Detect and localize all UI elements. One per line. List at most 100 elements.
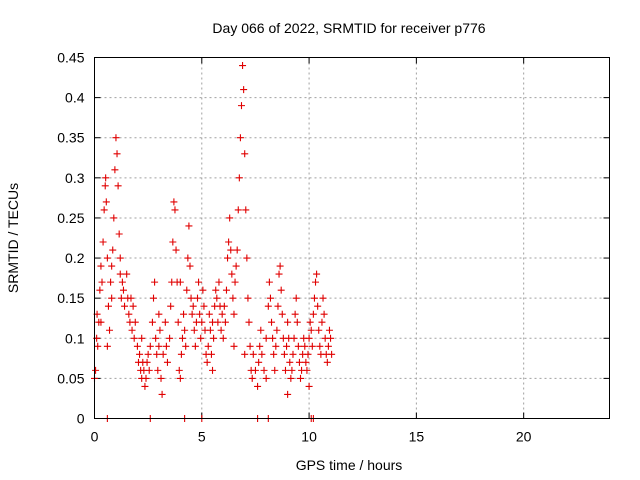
data-point: [225, 238, 233, 246]
data-point: [107, 278, 115, 286]
data-point: [287, 374, 295, 382]
data-point: [268, 318, 276, 326]
data-point: [313, 270, 321, 278]
data-point: [218, 310, 226, 318]
data-point: [305, 382, 313, 390]
data-point: [161, 318, 169, 326]
data-point: [291, 310, 299, 318]
data-point: [200, 302, 208, 310]
data-point: [276, 262, 284, 270]
data-point: [254, 382, 262, 390]
data-point: [152, 334, 160, 342]
data-point: [154, 366, 162, 374]
data-point: [210, 334, 218, 342]
data-point: [129, 302, 137, 310]
x-tick-label: 5: [198, 429, 206, 445]
data-point: [158, 390, 166, 398]
data-point: [222, 286, 230, 294]
data-point: [237, 102, 245, 110]
y-tick-label: 0.2: [65, 250, 85, 266]
chart-title: Day 066 of 2022, SRMTID for receiver p77…: [212, 20, 485, 36]
data-point: [266, 294, 274, 302]
data-point: [181, 326, 189, 334]
data-point: [286, 358, 294, 366]
data-point: [278, 310, 286, 318]
data-point: [176, 278, 184, 286]
data-point: [146, 342, 154, 350]
data-point: [301, 342, 309, 350]
data-point: [133, 342, 141, 350]
data-point: [141, 382, 149, 390]
data-point: [243, 254, 251, 262]
data-point: [328, 350, 336, 358]
data-point: [325, 326, 333, 334]
y-tick-label: 0.4: [65, 90, 85, 106]
data-point: [224, 254, 232, 262]
data-point: [170, 198, 178, 206]
data-point: [284, 318, 292, 326]
data-point: [304, 350, 312, 358]
data-point: [233, 246, 241, 254]
data-point: [320, 310, 328, 318]
data-point: [249, 350, 257, 358]
data-point: [306, 318, 314, 326]
data-point: [240, 86, 248, 94]
data-point: [303, 366, 311, 374]
x-tick-label: 0: [91, 429, 99, 445]
data-point: [305, 334, 313, 342]
data-point: [182, 342, 190, 350]
data-point: [232, 262, 240, 270]
data-point: [116, 254, 124, 262]
data-point: [316, 342, 324, 350]
data-point: [264, 302, 272, 310]
data-point: [209, 366, 217, 374]
data-point: [245, 318, 253, 326]
data-point: [275, 270, 283, 278]
tick-layer: 0 0.05 0.1 0.15 0.2 0.25 0.3 0.35 0.4 0.45 0 5 10 15 2…: [57, 50, 610, 445]
data-point: [177, 350, 185, 358]
data-point: [229, 294, 237, 302]
data-point: [288, 366, 296, 374]
data-point: [127, 294, 135, 302]
data-point: [148, 318, 156, 326]
data-point: [318, 318, 326, 326]
data-point: [169, 238, 177, 246]
y-tick-label: 0.45: [57, 50, 84, 66]
data-point: [220, 302, 228, 310]
data-point: [183, 286, 191, 294]
data-point: [256, 342, 264, 350]
data-point: [163, 358, 171, 366]
data-point: [145, 366, 153, 374]
data-point: [130, 334, 138, 342]
data-point: [155, 310, 163, 318]
data-point: [258, 350, 266, 358]
data-point: [274, 302, 282, 310]
data-point: [327, 334, 335, 342]
data-point: [191, 342, 199, 350]
data-point: [150, 294, 158, 302]
data-point: [196, 310, 204, 318]
y-tick-label: 0.15: [57, 290, 84, 306]
data-point: [230, 310, 238, 318]
data-point: [302, 358, 310, 366]
data-point: [153, 350, 161, 358]
data-point: [310, 294, 318, 302]
data-point: [157, 374, 165, 382]
x-tick-label: 10: [301, 429, 317, 445]
data-point: [175, 366, 183, 374]
data-point: [98, 278, 106, 286]
data-point: [102, 174, 110, 182]
data-point: [190, 326, 198, 334]
data-point: [319, 294, 327, 302]
data-point: [230, 342, 238, 350]
data-point: [217, 326, 225, 334]
data-point: [113, 150, 121, 158]
data-point: [251, 366, 259, 374]
data-point: [118, 278, 126, 286]
data-point: [171, 206, 179, 214]
data-point: [269, 334, 277, 342]
data-point: [144, 350, 152, 358]
data-point: [199, 286, 207, 294]
data-point: [284, 390, 292, 398]
